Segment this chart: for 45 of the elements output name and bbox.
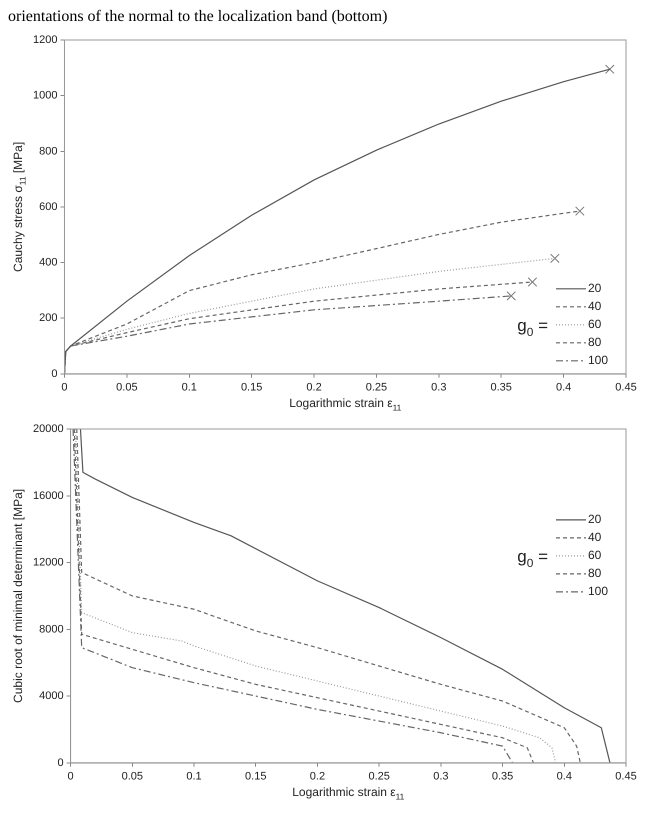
y-tick-label: 200 — [39, 312, 58, 324]
y-axis-title: Cauchy stress σ11 [MPa] — [11, 142, 28, 272]
x-tick-label: 0.3 — [431, 381, 446, 394]
y-tick-label: 20000 — [32, 423, 64, 436]
legend-label: 80 — [588, 335, 602, 350]
x-tick-label: 0.25 — [368, 770, 390, 782]
x-tick-label: 0.45 — [615, 381, 637, 394]
x-tick-label: 0.2 — [310, 770, 326, 782]
y-tick-label: 8000 — [39, 623, 64, 636]
legend-label: 20 — [588, 512, 602, 526]
y-tick-label: 4000 — [39, 690, 64, 702]
legend-label: 40 — [588, 530, 602, 544]
x-tick-label: 0.45 — [615, 770, 637, 782]
legend-label: 100 — [588, 353, 608, 368]
x-tick-label: 0.25 — [366, 381, 388, 394]
y-axis-title: Cubic root of minimal determinant [MPa] — [11, 488, 25, 703]
legend-label: 80 — [588, 566, 602, 580]
x-tick-label: 0.2 — [306, 381, 322, 394]
x-tick-label: 0.1 — [182, 381, 197, 394]
legend-label: 20 — [588, 281, 602, 296]
y-tick-label: 16000 — [32, 490, 64, 502]
legend-label: 40 — [588, 299, 602, 314]
x-tick-label: 0.35 — [492, 770, 514, 782]
x-tick-label: 0.35 — [490, 381, 512, 394]
x-tick-label: 0.1 — [186, 770, 202, 782]
legend-label: 60 — [588, 548, 602, 562]
text: orientations of the normal to the localization band (bottom) — [8, 8, 388, 26]
y-tick-label: 0 — [51, 368, 58, 380]
x-tick-label: 0 — [68, 770, 74, 782]
x-tick-label: 0.3 — [433, 770, 449, 782]
x-tick-label: 0.15 — [245, 770, 266, 782]
y-tick-label: 800 — [39, 145, 58, 158]
y-tick-label: 12000 — [32, 556, 64, 569]
x-tick-label: 0.05 — [122, 770, 144, 782]
legend-label: 60 — [588, 317, 602, 332]
y-tick-label: 1000 — [32, 90, 58, 102]
y-tick-label: 600 — [39, 200, 58, 213]
x-tick-label: 0.05 — [116, 381, 138, 394]
y-tick-label: 0 — [57, 756, 64, 769]
x-tick-label: 0.4 — [556, 770, 572, 782]
y-tick-label: 1200 — [32, 34, 58, 46]
x-tick-label: 0.15 — [240, 381, 262, 394]
legend-label: 100 — [588, 584, 608, 598]
x-tick-label: 0.4 — [556, 381, 572, 394]
y-tick-label: 400 — [39, 256, 58, 269]
